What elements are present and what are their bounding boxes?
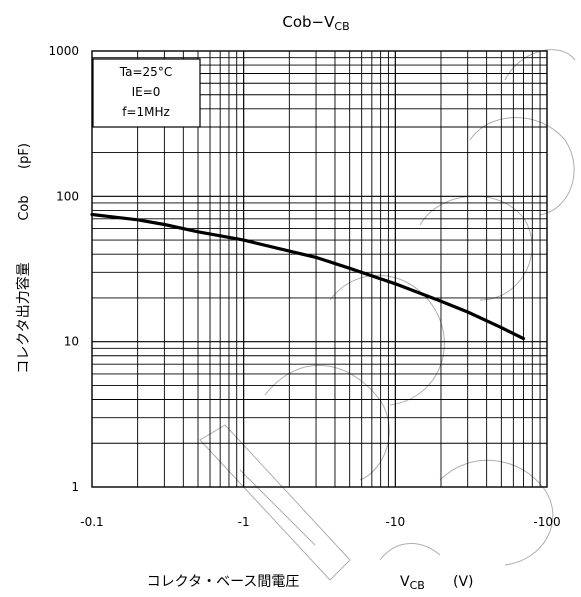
x-tick-label: -1 xyxy=(238,515,250,529)
x-axis-symbol-subscript: CB xyxy=(410,579,425,592)
watermark xyxy=(199,49,576,581)
x-axis-symbol: VCB xyxy=(400,574,425,592)
conditions-box: Ta=25°C IE=0 f=1MHz xyxy=(92,58,201,128)
y-tick-label: 1000 xyxy=(48,44,79,58)
y-tick-label: 100 xyxy=(56,189,79,203)
y-axis-label: コレクタ出力容量 xyxy=(15,262,32,373)
y-tick-label: 10 xyxy=(64,335,79,349)
condition-temperature: Ta=25°C xyxy=(119,65,172,79)
chart-title: Cob−VCB xyxy=(282,13,349,33)
x-tick-label: -10 xyxy=(386,515,406,529)
y-axis-symbol: Cob xyxy=(17,195,32,220)
x-tick-labels: -0.1 -1 -10 -100 xyxy=(80,515,560,529)
x-axis-unit: (V) xyxy=(453,574,474,590)
conditions-box-frame xyxy=(92,58,201,128)
y-axis-unit: (pF) xyxy=(17,143,32,169)
plot-frame xyxy=(91,50,548,488)
y-tick-label: 1 xyxy=(71,480,79,494)
condition-frequency: f=1MHz xyxy=(122,105,170,119)
y-tick-labels: 1 10 100 1000 xyxy=(48,44,79,494)
condition-emitter-current: IE=0 xyxy=(132,85,161,99)
x-tick-label: -100 xyxy=(533,515,560,529)
x-axis-label: コレクタ・ベース間電圧 xyxy=(147,574,300,590)
chart-title-subscript: CB xyxy=(334,20,349,33)
cob-curve xyxy=(90,212,526,341)
x-tick-label: -0.1 xyxy=(80,515,103,529)
